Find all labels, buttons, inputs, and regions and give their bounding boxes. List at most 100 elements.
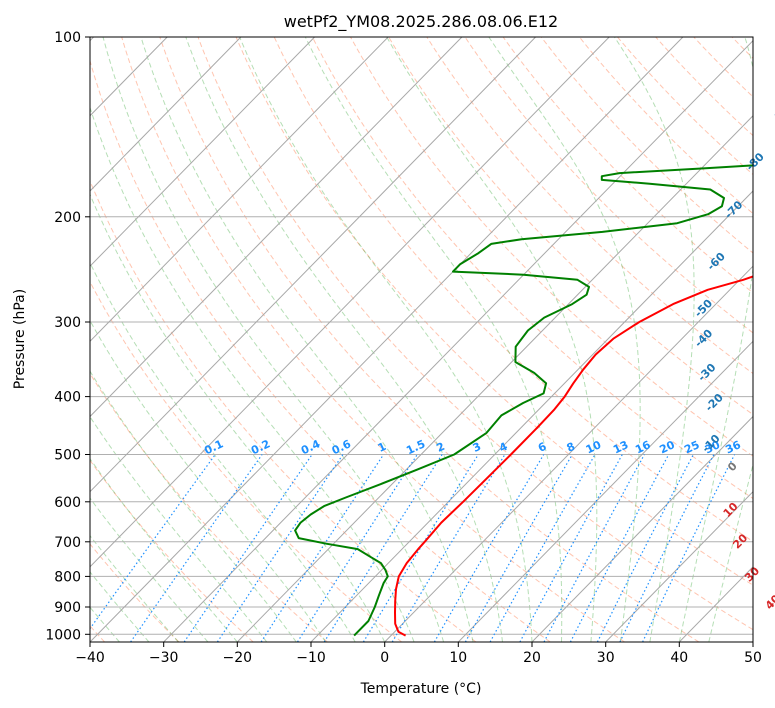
dry-adiabat-7: [121, 37, 625, 642]
moist-adiabat-19: [613, 37, 695, 642]
dry-adiabat-label-6: -40: [692, 326, 715, 349]
mixing-ratio-label-15: 25: [682, 438, 701, 456]
moist-adiabat-16: [304, 37, 563, 642]
mixing-ratio-line-14: [569, 454, 670, 642]
x-tick-label-3: −10: [296, 650, 326, 666]
mixing-ratio-line-8: [391, 454, 506, 642]
isotherm-14: [384, 265, 753, 642]
mixing-ratio-line-15: [596, 454, 694, 642]
y-tick-label-0: 100: [54, 30, 81, 46]
moist-adiabat-8: [90, 319, 327, 642]
y-tick-label-9: 1000: [45, 627, 81, 643]
dry-adiabat-21: [655, 37, 753, 137]
dry-adiabat-9: [197, 37, 753, 631]
y-tick-label-5: 600: [54, 495, 81, 511]
isotherm-9: [90, 37, 610, 568]
dry-adiabat-15: [426, 37, 753, 375]
mixing-ratio-label-12: 13: [611, 438, 630, 456]
mixing-ratio-line-1: [130, 454, 263, 642]
moist-adiabat-13: [140, 37, 474, 642]
isotherm-16: [531, 415, 753, 642]
dry-adiabat-label-8: -20: [703, 391, 726, 414]
mixing-ratio-label-11: 10: [584, 438, 604, 456]
moist-adiabat-7: [90, 370, 297, 642]
moist-adiabat-label-2: 20: [730, 531, 750, 551]
mixing-ratio-label-6: 2: [434, 440, 446, 455]
y-axis-label: Pressure (hPa): [12, 289, 28, 389]
moist-adiabat-4: [90, 497, 209, 642]
moist-adiabat-9: [90, 261, 356, 642]
mixing-ratio-line-9: [433, 454, 545, 642]
mixing-ratio-line-16: [619, 454, 715, 642]
isotherm-15: [457, 340, 753, 642]
isotherm-13: [310, 190, 753, 642]
moist-adiabat-6: [90, 415, 268, 642]
moist-adiabat-10: [90, 193, 386, 642]
x-axis-ticks: −40 −30 −20 −10 0 10 20 30 40 50: [75, 642, 762, 666]
x-tick-label-6: 20: [523, 650, 541, 666]
moist-adiabat-label-4: 40: [763, 592, 775, 612]
dry-adiabat-label-1: -90: [770, 97, 775, 120]
isotherm-8: [90, 37, 536, 493]
mixing-ratio-label-13: 16: [633, 438, 653, 456]
x-tick-label-4: 0: [380, 650, 389, 666]
moist-adiabat-14: [185, 37, 503, 642]
y-axis-ticks: 100 200 300 400 500 600 700 800 900 1000: [45, 30, 90, 643]
mixing-ratio-line-4: [260, 454, 385, 642]
moist-adiabat-20: [678, 37, 753, 642]
isotherm-11: [163, 39, 753, 642]
isopleth-labels: 0.10.20.40.611.52346810131620253036-100-…: [202, 97, 775, 612]
isotherm-17: [605, 490, 753, 642]
x-tick-label-0: −40: [75, 650, 105, 666]
dry-adiabat-5: [90, 179, 477, 642]
mixing-ratio-label-17: 36: [723, 438, 743, 456]
x-tick-label-5: 10: [449, 650, 467, 666]
mixing-ratio-label-16: 30: [703, 438, 723, 456]
moist-adiabat-label-0: 0: [725, 459, 740, 474]
x-tick-label-1: −30: [149, 650, 179, 666]
isotherm-19: [752, 641, 753, 642]
dry-adiabat-16: [464, 37, 753, 334]
profile-line-0: [394, 275, 753, 637]
mixing-ratio-label-8: 4: [497, 440, 510, 455]
mixing-ratio-line-0: [90, 454, 216, 630]
dry-adiabat-6: [90, 59, 551, 642]
dry-adiabat-19: [579, 37, 753, 215]
dry-adiabat-label-2: -80: [744, 150, 767, 173]
y-tick-label-8: 900: [54, 600, 81, 616]
moist-adiabat-12: [102, 37, 445, 642]
isotherm-4: [90, 37, 242, 192]
mixing-ratio-line-7: [362, 454, 479, 642]
dry-adiabat-14: [388, 37, 753, 416]
dry-adiabat-11: [273, 37, 753, 543]
dry-adiabat-2: [90, 459, 254, 642]
dry-adiabat-8: [159, 37, 700, 642]
y-tick-label-6: 700: [54, 535, 81, 551]
mixing-ratio-label-9: 6: [536, 440, 549, 455]
dry-adiabat-label-7: -30: [695, 361, 718, 384]
moist-adiabat-label-1: 10: [721, 500, 741, 520]
y-tick-label-3: 400: [54, 390, 81, 406]
isotherm-6: [90, 37, 389, 343]
mixing-ratio-line-13: [543, 454, 645, 642]
moist-adiabat-18: [488, 37, 641, 642]
x-tick-label-7: 30: [597, 650, 615, 666]
y-tick-label-2: 300: [54, 315, 81, 331]
isotherm-10: [90, 37, 684, 642]
isotherm-12: [236, 115, 753, 642]
isotherms: [90, 37, 753, 642]
dry-adiabat-12: [311, 37, 753, 500]
mixing-ratio-line-2: [183, 454, 313, 642]
mixing-ratio-label-7: 3: [471, 440, 483, 455]
mixing-ratio-label-14: 20: [658, 438, 678, 456]
moist-adiabat-17: [386, 37, 598, 642]
moist-adiabat-11: [90, 106, 415, 642]
background-reference-lines: [90, 37, 753, 642]
moist-adiabat-5: [90, 457, 238, 642]
dry-adiabat-3: [90, 372, 328, 642]
dry-adiabat-10: [235, 37, 753, 586]
mixing-ratio-lines: [90, 454, 736, 642]
dry-adiabat-18: [540, 37, 753, 254]
profile-line-1: [294, 164, 753, 637]
x-tick-label-9: 50: [744, 650, 762, 666]
